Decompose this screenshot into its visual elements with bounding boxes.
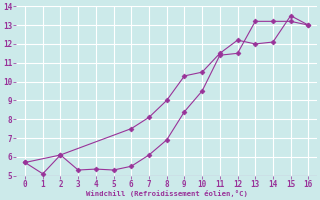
X-axis label: Windchill (Refroidissement éolien,°C): Windchill (Refroidissement éolien,°C) (86, 190, 248, 197)
